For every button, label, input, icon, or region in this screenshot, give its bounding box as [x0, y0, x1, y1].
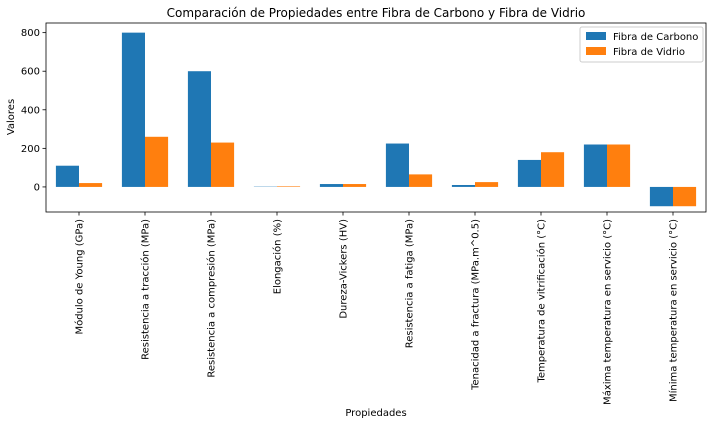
y-ticks-group: 0 200 400 600 800: [21, 28, 46, 193]
y-axis-title: Valores: [6, 99, 17, 135]
y-tick-label-3: 600: [21, 67, 40, 78]
bar-carbon-7: [517, 159, 541, 187]
legend-label-carbon: Fibra de Carbono: [613, 32, 698, 43]
bar-glass-2: [211, 142, 235, 187]
x-tick-label-5: Resistencia a fatiga (MPa): [405, 219, 416, 348]
bar-glass-3: [277, 186, 301, 187]
bar-carbon-8: [583, 144, 607, 187]
bar-glass-1: [145, 136, 169, 187]
x-tick-label-2: Resistencia a compresión (MPa): [206, 219, 218, 378]
bar-glass-0: [79, 183, 103, 187]
bar-glass-9: [673, 186, 697, 207]
bar-carbon-5: [385, 143, 409, 187]
x-tick-label-8: Máxima temperatura en servicio (°C): [602, 219, 614, 405]
bar-carbon-1: [121, 32, 145, 187]
legend-box: [579, 26, 704, 63]
legend-label-glass: Fibra de Vidrio: [613, 47, 685, 58]
bar-glass-5: [409, 174, 433, 187]
legend: Fibra de Carbono Fibra de Vidrio: [579, 26, 704, 63]
y-tick-label-1: 200: [21, 144, 40, 155]
y-tick-label-0: 0: [34, 182, 40, 193]
y-tick-label-4: 800: [21, 28, 40, 39]
legend-swatch-carbon: [586, 32, 606, 40]
bar-glass-6: [475, 182, 499, 187]
bar-glass-7: [541, 152, 565, 187]
x-tick-label-9: Mínima temperatura en servicio (°C): [668, 219, 680, 402]
x-tick-label-3: Elongación (%): [272, 219, 284, 294]
x-tick-label-0: Módulo de Young (GPa): [74, 219, 86, 335]
x-tick-label-6: Tenacidad a fractura (MPa.m^0.5): [471, 219, 482, 391]
x-ticks-group: Módulo de Young (GPa) Resistencia a tracc…: [74, 212, 680, 405]
bar-carbon-9: [649, 186, 673, 207]
bar-carbon-4: [319, 184, 343, 187]
bar-carbon-2: [187, 71, 211, 187]
x-axis-title: Propiedades: [345, 408, 406, 419]
y-tick-label-2: 400: [21, 105, 40, 116]
chart-title: Comparación de Propiedades entre Fibra d…: [167, 6, 586, 20]
bar-glass-4: [343, 184, 367, 187]
x-tick-label-4: Dureza-Vickers (HV): [339, 219, 350, 319]
x-tick-label-7: Temperatura de vitrificación (°C): [536, 219, 548, 384]
bar-carbon-0: [55, 165, 79, 187]
bar-glass-8: [607, 144, 631, 187]
legend-swatch-glass: [586, 47, 606, 55]
plot-frame: [45, 22, 707, 213]
bars-group: [55, 32, 697, 207]
bar-carbon-6: [451, 185, 475, 187]
x-tick-label-1: Resistencia a tracción (MPa): [140, 219, 152, 360]
